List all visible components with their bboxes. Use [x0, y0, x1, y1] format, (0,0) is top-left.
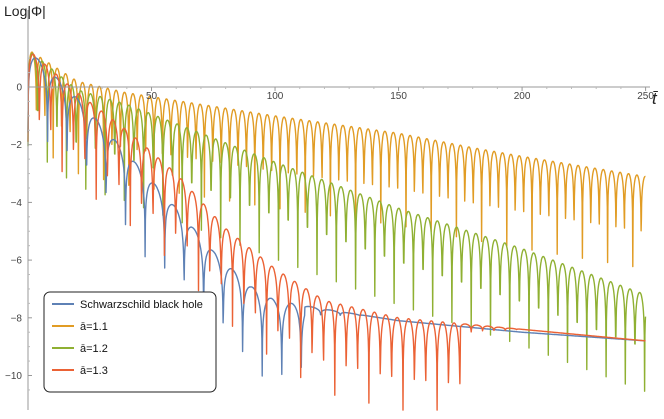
x-tick-label: 200: [514, 91, 531, 102]
y-tick-label: −8: [11, 313, 23, 324]
series-layer: [27, 51, 647, 411]
y-tick-label: −4: [11, 198, 23, 209]
axes-layer: 50 100 150 200 250 0 −2 −4 −6 −8 −10: [5, 10, 654, 410]
x-tick-label: 50: [146, 91, 158, 102]
x-axis-title: t̄: [652, 89, 659, 108]
legend-label-1: ā=1.1: [80, 321, 108, 333]
y-tick-label: 0: [16, 83, 22, 94]
x-tick-label: 150: [390, 91, 407, 102]
series-line-1: [27, 51, 646, 268]
x-tick-label: 250: [637, 91, 654, 102]
legend-label-3: ā=1.3: [80, 365, 108, 377]
legend-box: [43, 291, 217, 393]
y-tick-label: −6: [11, 256, 23, 267]
legend-label-0: Schwarzschild black hole: [80, 299, 203, 311]
x-tick-label: 100: [267, 91, 284, 102]
y-axis-title: Log|Φ|: [4, 3, 46, 19]
y-tick-label: −2: [11, 140, 23, 151]
series-line-3: [27, 53, 646, 411]
legend: Schwarzschild black hole ā=1.1 ā=1.2 ā=1…: [43, 291, 217, 393]
legend-label-2: ā=1.2: [80, 343, 108, 355]
series-line-2: [27, 52, 647, 392]
y-tick-label: −10: [5, 371, 22, 382]
